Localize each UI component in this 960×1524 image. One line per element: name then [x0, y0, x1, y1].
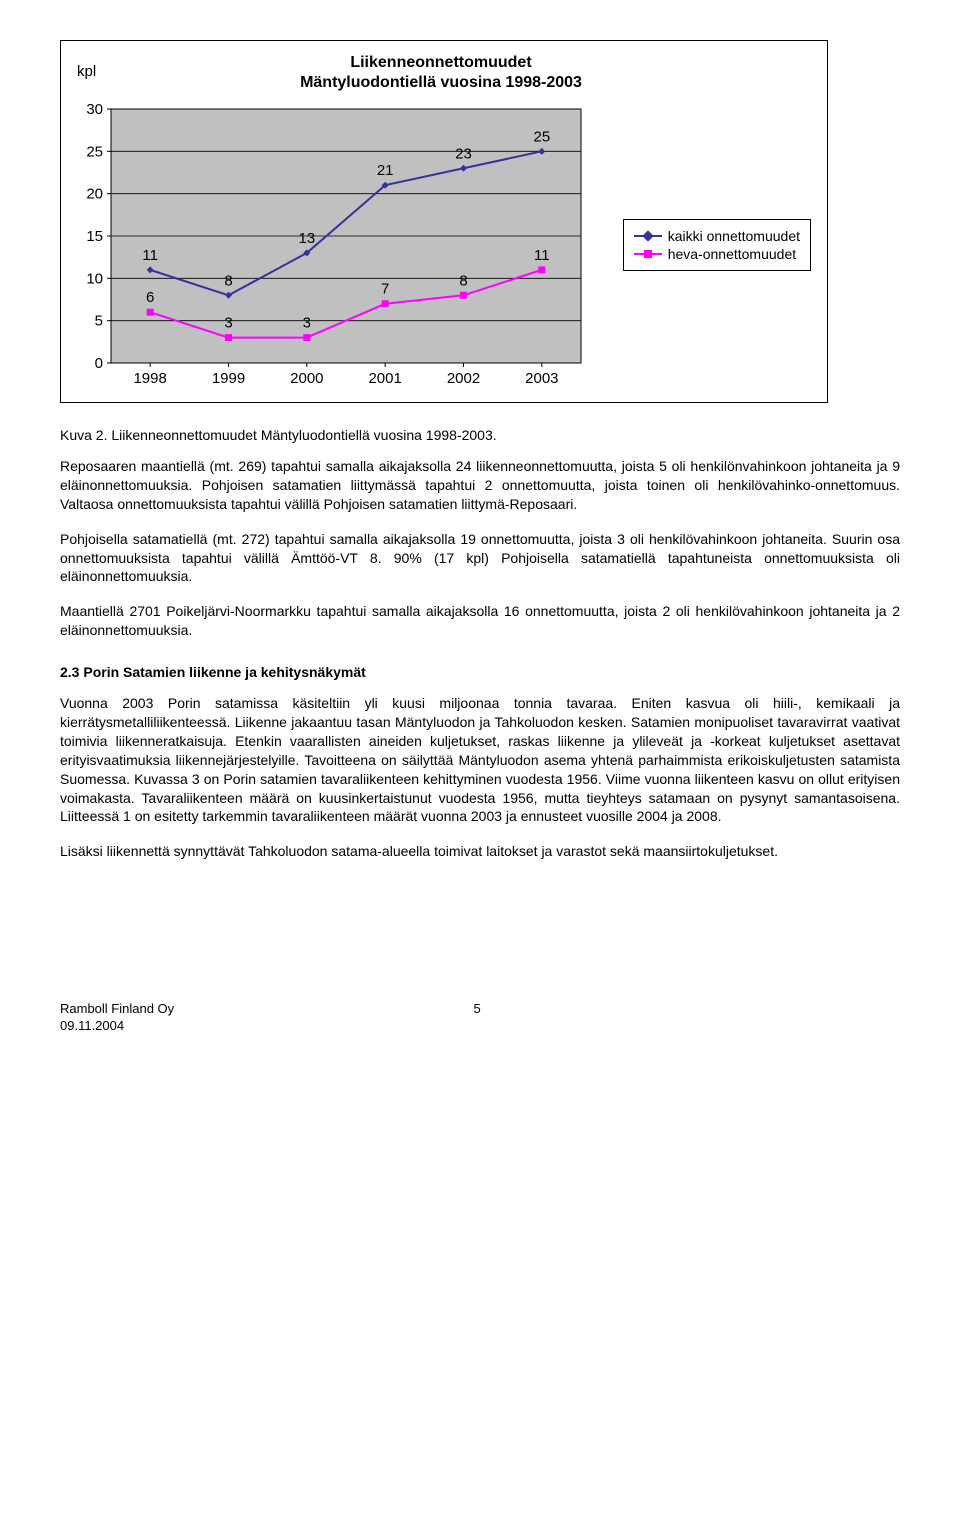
legend-label: heva-onnettomuudet: [668, 246, 796, 262]
svg-text:6: 6: [146, 289, 154, 306]
svg-text:25: 25: [533, 128, 550, 145]
legend-swatch-diamond-icon: [634, 229, 662, 243]
body-paragraph: Lisäksi liikennettä synnyttävät Tahkoluo…: [60, 842, 900, 861]
svg-text:2000: 2000: [290, 370, 323, 387]
page-footer: Ramboll Finland Oy 09.11.2004 5: [60, 1001, 900, 1035]
legend-label: kaikki onnettomuudet: [668, 228, 800, 244]
svg-text:8: 8: [459, 272, 467, 289]
svg-text:23: 23: [455, 145, 472, 162]
body-paragraph: Maantiellä 2701 Poikeljärvi-Noormarkku t…: [60, 602, 900, 640]
svg-text:10: 10: [86, 270, 103, 287]
svg-text:11: 11: [534, 247, 550, 264]
svg-text:7: 7: [381, 281, 389, 298]
legend-swatch-square-icon: [634, 247, 662, 261]
figure-caption: Kuva 2. Liikenneonnettomuudet Mäntyluodo…: [60, 427, 900, 443]
svg-text:0: 0: [95, 355, 103, 372]
svg-text:8: 8: [224, 272, 232, 289]
svg-text:2001: 2001: [368, 370, 401, 387]
svg-text:5: 5: [95, 313, 103, 330]
body-paragraph: Vuonna 2003 Porin satamissa käsiteltiin …: [60, 694, 900, 826]
chart-plot: 0 5 10 15 20 25 30 1998 1999 2000 2001 2002 2003 11 8 1…: [71, 93, 613, 396]
legend-item: kaikki onnettomuudet: [634, 228, 800, 244]
chart-title-line1: Liikenneonnettomuudet: [350, 54, 531, 71]
svg-text:3: 3: [224, 315, 232, 332]
svg-text:13: 13: [298, 230, 315, 247]
chart-title: Liikenneonnettomuudet Mäntyluodontiellä …: [71, 53, 811, 93]
svg-text:11: 11: [142, 247, 158, 264]
svg-text:15: 15: [86, 228, 103, 245]
svg-text:2002: 2002: [447, 370, 480, 387]
y-axis-label: kpl: [77, 63, 96, 80]
svg-text:21: 21: [377, 162, 394, 179]
svg-text:20: 20: [86, 186, 103, 203]
body-paragraph: Reposaaren maantiellä (mt. 269) tapahtui…: [60, 457, 900, 514]
chart-title-line2: Mäntyluodontiellä vuosina 1998-2003: [300, 74, 582, 91]
footer-date: 09.11.2004: [60, 1018, 124, 1033]
page-number: 5: [473, 1001, 480, 1035]
chart-legend: kaikki onnettomuudet heva-onnettomuudet: [623, 219, 811, 271]
footer-org: Ramboll Finland Oy: [60, 1001, 174, 1016]
chart-container: kpl Liikenneonnettomuudet Mäntyluodontie…: [60, 40, 828, 403]
section-heading: 2.3 Porin Satamien liikenne ja kehitysnä…: [60, 664, 900, 680]
svg-text:1998: 1998: [133, 370, 166, 387]
legend-item: heva-onnettomuudet: [634, 246, 800, 262]
svg-text:1999: 1999: [212, 370, 245, 387]
svg-text:25: 25: [86, 143, 103, 160]
body-paragraph: Pohjoisella satamatiellä (mt. 272) tapah…: [60, 530, 900, 587]
svg-text:3: 3: [303, 315, 311, 332]
svg-text:30: 30: [86, 101, 103, 118]
svg-text:2003: 2003: [525, 370, 558, 387]
